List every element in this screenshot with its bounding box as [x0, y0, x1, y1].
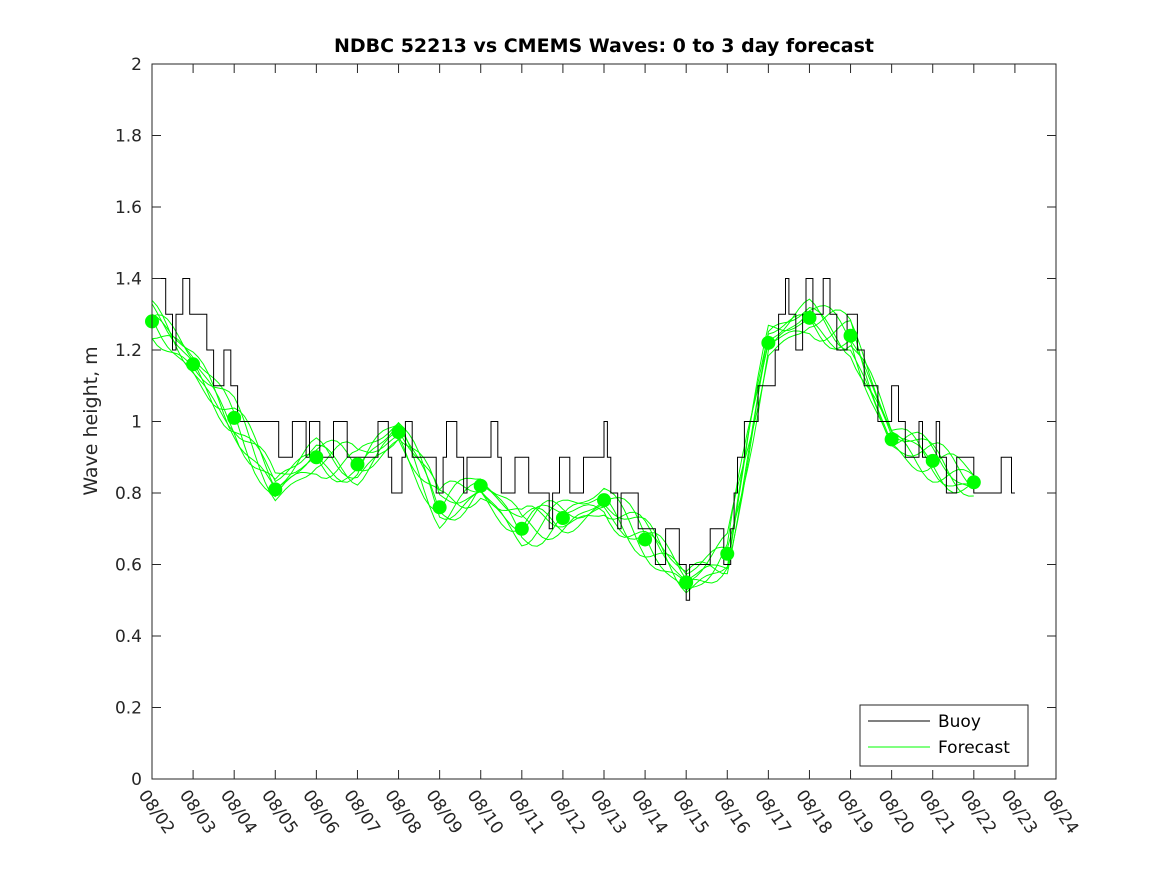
forecast-point: [843, 328, 858, 343]
forecast-point: [350, 457, 365, 472]
y-axis-label: Wave height, m: [80, 346, 102, 495]
y-tick-label: 0.4: [115, 627, 142, 647]
forecast-point: [186, 357, 201, 372]
forecast-point: [597, 493, 611, 508]
forecast-point: [638, 532, 653, 547]
legend-label-buoy: Buoy: [938, 712, 981, 732]
y-tick-label: 2: [131, 55, 142, 75]
y-tick-label: 1.2: [115, 341, 142, 361]
y-axis: 0 0.2 0.4 0.6 0.8 1 1.2 1.4 1.6 1.8 2: [115, 55, 1056, 790]
forecast-point: [802, 310, 817, 325]
forecast-point: [720, 546, 735, 561]
y-tick-label: 0.8: [115, 484, 142, 504]
forecast-point: [268, 482, 283, 497]
y-tick-label: 0.6: [115, 556, 142, 576]
buoy-line: [152, 278, 1015, 601]
y-tick-label: 1.6: [115, 198, 142, 218]
forecast-point: [925, 453, 940, 468]
forecast-point: [391, 425, 406, 440]
forecast-point: [514, 521, 529, 536]
forecast-point: [432, 500, 447, 515]
forecast-point: [473, 478, 488, 493]
y-tick-label: 1.8: [115, 127, 142, 147]
y-tick-label: 1: [131, 413, 142, 433]
legend-label-forecast: Forecast: [938, 738, 1010, 758]
forecast-point: [966, 475, 981, 490]
forecast-point: [309, 450, 324, 465]
forecast-point: [761, 335, 776, 350]
forecast-point: [679, 575, 694, 590]
forecast-point: [555, 511, 570, 526]
y-tick-label: 1.4: [115, 270, 142, 290]
y-tick-label: 0.2: [115, 699, 142, 719]
forecast-point: [884, 432, 899, 447]
chart-title: NDBC 52213 vs CMEMS Waves: 0 to 3 day fo…: [334, 35, 874, 57]
legend: Buoy Forecast: [859, 704, 1029, 767]
legend-box: [859, 704, 1029, 767]
y-tick-label: 0: [131, 770, 142, 790]
forecast-point: [227, 410, 242, 425]
